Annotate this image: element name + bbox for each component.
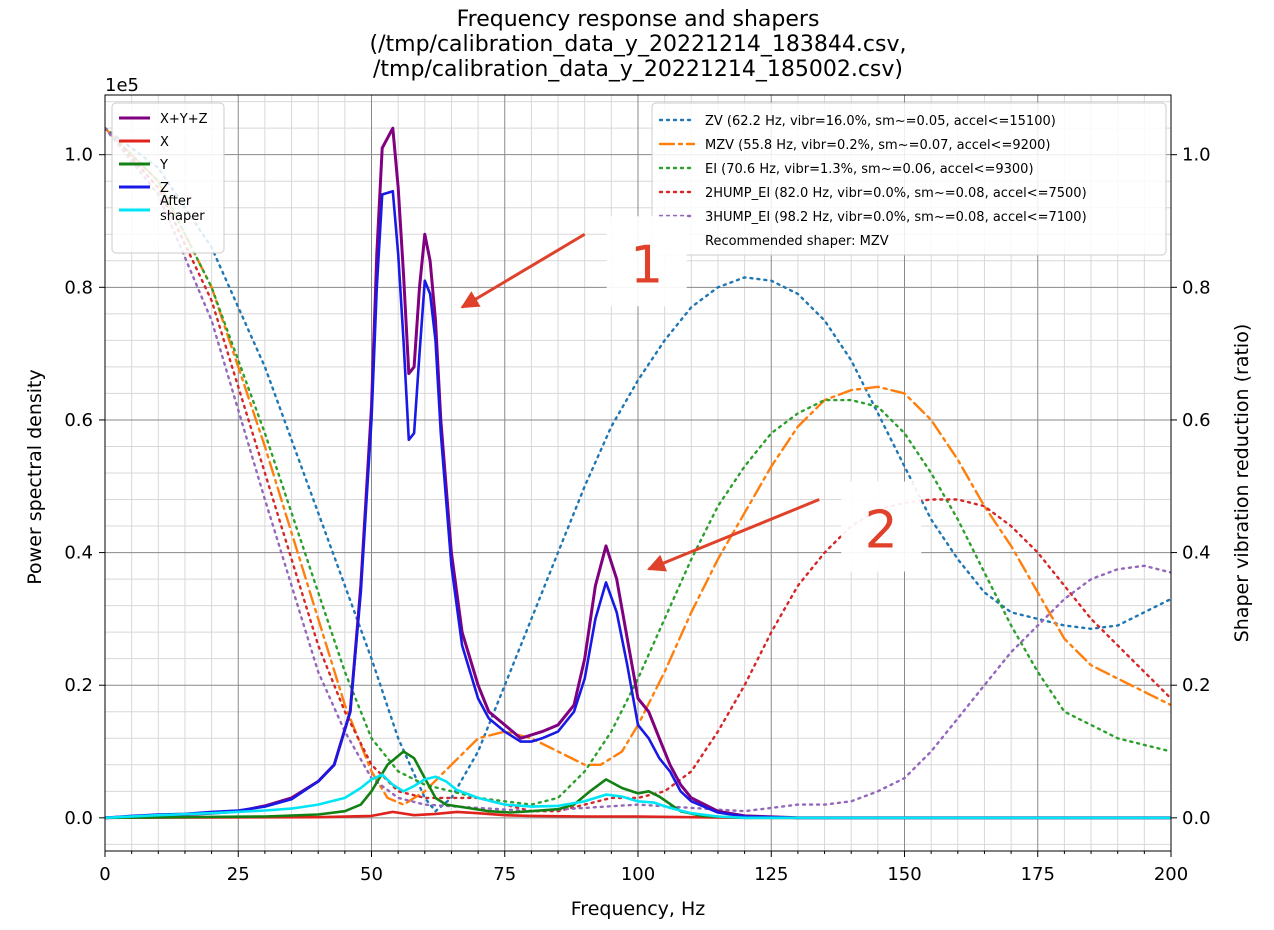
shaper-curve	[105, 126, 1171, 813]
x-tick-label: 125	[754, 864, 788, 885]
psd-series-line	[105, 189, 1171, 820]
y-right-tick-label: 0.6	[1182, 410, 1211, 431]
legend-label: X+Y+Z	[160, 112, 208, 127]
x-tick-label: 150	[887, 864, 921, 885]
psd-series-line	[105, 773, 1171, 820]
y-right-tick-label: 1.0	[1182, 145, 1211, 166]
annotation-label: 1	[630, 235, 663, 295]
axis-ticks: 0 25 50 75 100 125 150 175 200 0.0 0.2 0.4 0.6 0.8 1.0…	[64, 75, 1210, 885]
legend-label: Z	[160, 181, 169, 196]
y-left-tick-label: 1.0	[64, 145, 93, 166]
shaper-legend-label: 3HUMP_EI (98.2 Hz, vibr=0.0%, sm~=0.08, …	[705, 210, 1087, 225]
shaper-legend-label: 2HUMP_EI (82.0 Hz, vibr=0.0%, sm~=0.08, …	[705, 186, 1087, 201]
shaper-curve	[105, 126, 1171, 813]
annotation-label: 2	[865, 501, 898, 561]
shaper-legend: ZV (62.2 Hz, vibr=16.0%, sm~=0.05, accel…	[651, 102, 1167, 256]
x-tick-label: 175	[1021, 864, 1055, 885]
x-tick-label: 0	[99, 864, 110, 885]
annotation-arrow	[646, 498, 820, 572]
annotation-label-box	[606, 216, 687, 307]
axis-labels: Frequency, Hz Power spectral density Shape…	[24, 324, 1253, 920]
annotation-label-box	[841, 481, 922, 572]
y-scale-offset-label: 1e5	[105, 75, 139, 96]
shaper-legend-frame	[651, 102, 1167, 256]
shaper-legend-label: MZV (55.8 Hz, vibr=0.2%, sm~=0.07, accel…	[705, 138, 1051, 153]
shaper-legend-label: ZV (62.2 Hz, vibr=16.0%, sm~=0.05, accel…	[705, 114, 1056, 129]
y-right-tick-label: 0.2	[1182, 675, 1211, 696]
y-left-tick-label: 0.0	[64, 808, 93, 829]
recommended-shaper-text: Recommended shaper: MZV	[705, 234, 889, 249]
psd-series-line	[105, 810, 1171, 820]
y-right-tick-label: 0.4	[1182, 543, 1211, 564]
y-left-tick-label: 0.4	[64, 543, 93, 564]
y-right-axis-label: Shaper vibration reduction (ratio)	[1231, 324, 1253, 643]
shaper-curve	[105, 126, 1171, 813]
chart-title: Frequency response and shapers(/tmp/cali…	[370, 7, 907, 82]
shaper-curve	[105, 126, 1171, 806]
y-left-tick-label: 0.2	[64, 675, 93, 696]
chart-title-line: Frequency response and shapers	[457, 7, 820, 32]
psd-curves	[105, 126, 1171, 820]
y-left-tick-label: 0.6	[64, 410, 93, 431]
x-tick-label: 50	[360, 864, 383, 885]
legend-label: After shaper	[160, 194, 205, 224]
annotation-arrow	[460, 232, 586, 309]
shaper-legend-label: EI (70.6 Hz, vibr=1.3%, sm~=0.06, accel<…	[705, 162, 1034, 177]
legend-label: X	[160, 135, 169, 150]
y-right-tick-label: 0.8	[1182, 277, 1211, 298]
chart-title-line: (/tmp/calibration_data_y_20221214_183844…	[370, 32, 907, 57]
shaper-curves	[105, 126, 1171, 813]
x-axis-label: Frequency, Hz	[571, 898, 706, 920]
x-tick-label: 100	[621, 864, 655, 885]
x-tick-label: 200	[1154, 864, 1188, 885]
legend-label: Y	[159, 158, 168, 173]
x-tick-label: 75	[493, 864, 516, 885]
y-left-axis-label: Power spectral density	[24, 369, 46, 584]
annotations: 12	[460, 216, 922, 572]
chart-title-line: /tmp/calibration_data_y_20221214_185002.…	[373, 57, 903, 82]
x-tick-label: 25	[227, 864, 250, 885]
y-right-tick-label: 0.0	[1182, 808, 1211, 829]
psd-series-line	[105, 750, 1171, 820]
y-left-tick-label: 0.8	[64, 277, 93, 298]
